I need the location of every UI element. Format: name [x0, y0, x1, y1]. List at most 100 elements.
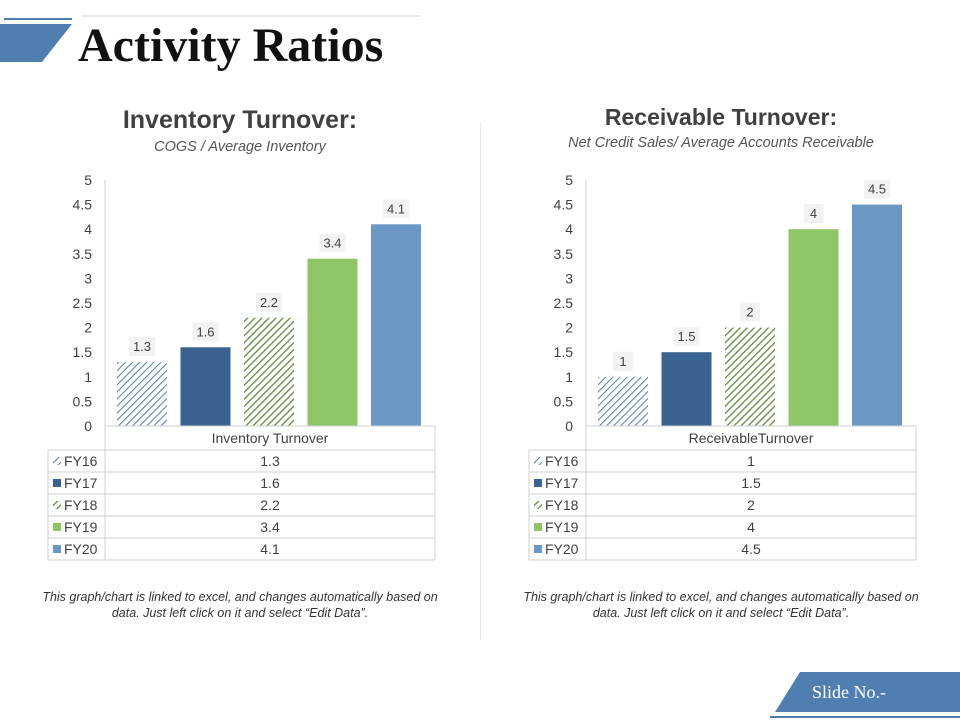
y-tick-label: 0.5	[73, 393, 93, 409]
data-label-box	[383, 199, 409, 219]
chart-note: This graph/chart is linked to excel, and…	[523, 590, 919, 620]
bar-fy16[interactable]	[117, 362, 167, 426]
inventory-turnover-chart[interactable]: 0 0.5 1 1.5 2 2.5 3 3.5 4 4.5 5 1.3 1.6 2.2 3.4 4.1 Inve…	[30, 160, 450, 570]
legend-key-fy17	[534, 479, 542, 487]
chart-note: This graph/chart is linked to excel, and…	[42, 590, 438, 620]
table-value: 2.2	[260, 497, 280, 513]
chart-title: Receivable Turnover:	[604, 104, 838, 130]
bar-fy19[interactable]	[307, 258, 358, 426]
y-tick-label: 0	[565, 418, 573, 434]
y-tick-label: 0.5	[554, 393, 574, 409]
y-tick-label: 4	[84, 221, 92, 237]
data-label: 4.1	[387, 201, 405, 216]
series-name: FY16	[64, 453, 98, 469]
chart-subtitle: COGS / Average Inventory	[154, 139, 326, 155]
data-label: 1	[619, 354, 626, 369]
data-label-box	[864, 179, 890, 199]
data-label: 1.3	[133, 339, 151, 354]
legend-key-fy18	[53, 501, 61, 509]
series-name: FY17	[64, 475, 98, 491]
table-value: 1.3	[260, 453, 280, 469]
chart-subtitle: Net Credit Sales/ Average Accounts Recei…	[568, 135, 874, 151]
y-tick-label: 1.5	[73, 344, 93, 360]
bar-fy19[interactable]	[788, 229, 839, 426]
bar-fy16[interactable]	[598, 376, 648, 426]
chart-title: Inventory Turnover:	[122, 106, 358, 134]
series-name: FY19	[545, 519, 579, 535]
y-tick-label: 2.5	[73, 295, 93, 311]
y-tick-label: 2	[84, 320, 92, 336]
data-label: 2	[746, 305, 753, 320]
y-tick-label: 3.5	[554, 246, 574, 262]
legend-key-fy19	[53, 523, 61, 531]
data-label: 1.6	[196, 324, 214, 339]
category-label: ReceivableTurnover	[689, 430, 814, 446]
table-value: 1	[747, 453, 755, 469]
footer-band	[770, 672, 960, 718]
y-tick-label: 2	[565, 320, 573, 336]
legend-key-fy20	[53, 545, 61, 553]
footer-shape	[775, 672, 960, 712]
data-label-box	[673, 327, 700, 347]
header-band	[0, 15, 420, 62]
legend-key-fy20	[534, 545, 542, 553]
bar-fy17[interactable]	[661, 352, 712, 426]
series-name: FY18	[64, 497, 98, 513]
series-name: FY20	[64, 541, 98, 557]
y-tick-label: 3.5	[73, 246, 93, 262]
bar-fy20[interactable]	[371, 224, 421, 426]
inventory-turnover-panel[interactable]: Inventory Turnover: COGS / Average Inven…	[30, 100, 450, 660]
y-tick-label: 4	[565, 221, 573, 237]
y-tick-label: 3	[84, 270, 92, 286]
data-label: 2.2	[260, 295, 278, 310]
data-label-box	[256, 292, 282, 312]
data-label: 3.4	[323, 236, 341, 251]
receivable-turnover-chart[interactable]: 0 0.5 1 1.5 2 2.5 3 3.5 4 4.5 5 1 1.5 2 4 4.5 Receivable…	[511, 160, 931, 570]
data-label-box	[803, 204, 824, 224]
legend-key-fy16	[53, 457, 61, 465]
data-table	[47, 425, 436, 561]
table-value: 2	[747, 497, 755, 513]
slide-number-label: Slide No.-	[812, 682, 886, 702]
y-tick-label: 0	[84, 418, 92, 434]
series-name: FY19	[64, 519, 98, 535]
data-table	[528, 425, 917, 561]
table-value: 4.1	[260, 541, 280, 557]
bar-fy17[interactable]	[180, 347, 231, 426]
data-label: 4	[810, 206, 817, 221]
data-label-box	[129, 337, 155, 357]
data-label-box	[319, 233, 346, 253]
table-value: 3.4	[260, 519, 280, 535]
legend-key-fy16	[534, 457, 542, 465]
legend-key-fy19	[534, 523, 542, 531]
y-tick-label: 1	[84, 369, 92, 385]
series-name: FY16	[545, 453, 579, 469]
y-tick-label: 4.5	[554, 197, 574, 213]
header-accent-shape	[0, 24, 72, 62]
receivable-turnover-panel[interactable]: Receivable Turnover: Net Credit Sales/ A…	[511, 100, 931, 660]
series-name: FY17	[545, 475, 579, 491]
data-label-box	[613, 351, 633, 371]
category-label: Inventory Turnover	[212, 430, 329, 446]
y-tick-label: 5	[84, 172, 92, 188]
y-tick-label: 5	[565, 172, 573, 188]
series-name: FY20	[545, 541, 579, 557]
y-tick-label: 3	[565, 270, 573, 286]
table-value: 4.5	[741, 541, 761, 557]
bar-fy20[interactable]	[852, 204, 902, 426]
data-label-box	[740, 302, 760, 322]
y-tick-label: 1.5	[554, 344, 574, 360]
bar-fy18[interactable]	[725, 327, 775, 426]
y-tick-label: 4.5	[73, 197, 93, 213]
y-tick-label: 1	[565, 369, 573, 385]
data-label-box	[192, 322, 219, 342]
legend-key-fy18	[534, 501, 542, 509]
y-tick-label: 2.5	[554, 295, 574, 311]
legend-key-fy17	[53, 479, 61, 487]
table-value: 4	[747, 519, 755, 535]
table-value: 1.6	[260, 475, 280, 491]
slide-title: Activity Ratios	[78, 19, 384, 72]
series-name: FY18	[545, 497, 579, 513]
bar-fy18[interactable]	[244, 317, 294, 426]
data-label: 4.5	[868, 182, 886, 197]
